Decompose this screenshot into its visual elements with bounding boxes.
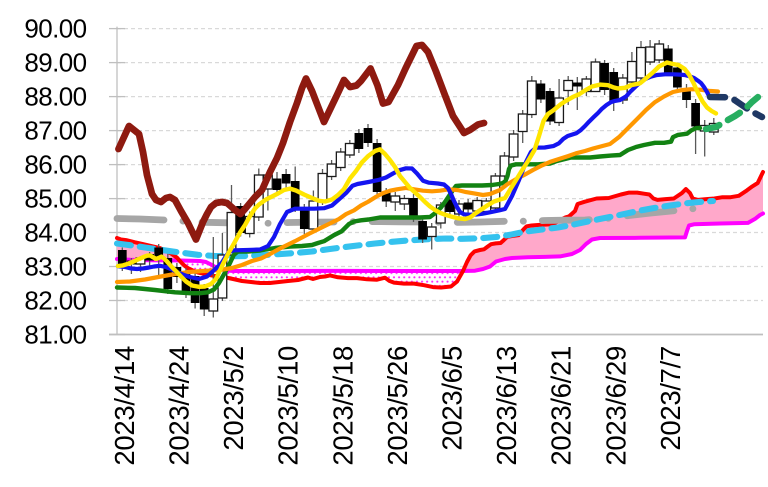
- svg-text:2023/5/10: 2023/5/10: [273, 346, 304, 466]
- svg-text:85.00: 85.00: [24, 184, 86, 214]
- svg-text:89.00: 89.00: [24, 48, 86, 78]
- svg-text:2023/5/26: 2023/5/26: [382, 346, 413, 466]
- svg-text:2023/4/14: 2023/4/14: [109, 346, 140, 466]
- svg-text:82.00: 82.00: [24, 286, 86, 316]
- svg-text:2023/5/18: 2023/5/18: [327, 346, 358, 466]
- svg-text:86.00: 86.00: [24, 150, 86, 180]
- svg-text:2023/7/7: 2023/7/7: [655, 346, 686, 451]
- svg-text:2023/6/13: 2023/6/13: [491, 346, 522, 466]
- svg-text:84.00: 84.00: [24, 218, 86, 248]
- svg-text:2023/5/2: 2023/5/2: [218, 346, 249, 451]
- svg-text:83.00: 83.00: [24, 252, 86, 282]
- svg-text:2023/6/21: 2023/6/21: [546, 346, 577, 466]
- svg-text:81.00: 81.00: [24, 320, 86, 350]
- svg-text:2023/4/24: 2023/4/24: [164, 346, 195, 466]
- svg-text:2023/6/29: 2023/6/29: [600, 346, 631, 466]
- svg-text:2023/6/5: 2023/6/5: [437, 346, 468, 451]
- svg-text:88.00: 88.00: [24, 82, 86, 112]
- svg-text:90.00: 90.00: [24, 14, 86, 44]
- svg-text:87.00: 87.00: [24, 116, 86, 146]
